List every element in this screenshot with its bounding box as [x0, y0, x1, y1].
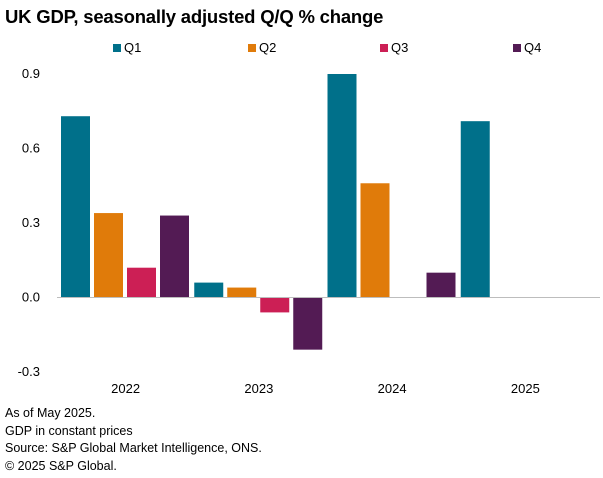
- legend-label-q3: Q3: [391, 40, 408, 55]
- y-tick-label: 0.0: [22, 290, 40, 305]
- y-tick-label: 0.6: [22, 141, 40, 156]
- x-tick-label: 2022: [111, 381, 140, 396]
- legend-label-q2: Q2: [259, 40, 276, 55]
- legend-swatch-q2: [248, 44, 256, 52]
- note-gdp-basis: GDP in constant prices: [5, 423, 133, 438]
- chart-title: UK GDP, seasonally adjusted Q/Q % change: [5, 6, 384, 27]
- y-tick-label: -0.3: [18, 364, 40, 379]
- bar-2023-q3: [260, 297, 290, 313]
- bar-2024-q4: [426, 272, 456, 298]
- bar-2022-q2: [94, 213, 123, 298]
- bar-2022-q4: [160, 215, 189, 298]
- y-tick-label: 0.9: [22, 66, 40, 81]
- x-tick-label: 2024: [378, 381, 407, 396]
- bar-2023-q1: [194, 282, 224, 298]
- note-source: Source: S&P Global Market Intelligence, …: [5, 441, 262, 455]
- bar-2025-q1: [460, 121, 490, 298]
- legend-label-q1: Q1: [124, 40, 141, 55]
- note-as-of: As of May 2025.: [5, 406, 96, 420]
- legend-swatch-q4: [513, 44, 521, 52]
- legend-label-q4: Q4: [524, 40, 541, 55]
- legend-swatch-q1: [113, 44, 121, 52]
- bar-2024-q2: [360, 183, 390, 298]
- x-tick-label: 2025: [511, 381, 540, 396]
- legend-swatch-q3: [380, 44, 388, 52]
- chart-notes: As of May 2025. GDP in constant prices S…: [5, 405, 262, 475]
- y-tick-label: 0.3: [22, 215, 40, 230]
- bar-2022-q1: [61, 116, 90, 298]
- x-tick-label: 2023: [244, 381, 273, 396]
- bar-2022-q3: [127, 267, 156, 298]
- bar-2023-q2: [227, 287, 257, 298]
- note-copyright: © 2025 S&P Global.: [5, 458, 117, 473]
- bar-2023-q4: [293, 297, 323, 350]
- bar-2024-q1: [327, 74, 357, 298]
